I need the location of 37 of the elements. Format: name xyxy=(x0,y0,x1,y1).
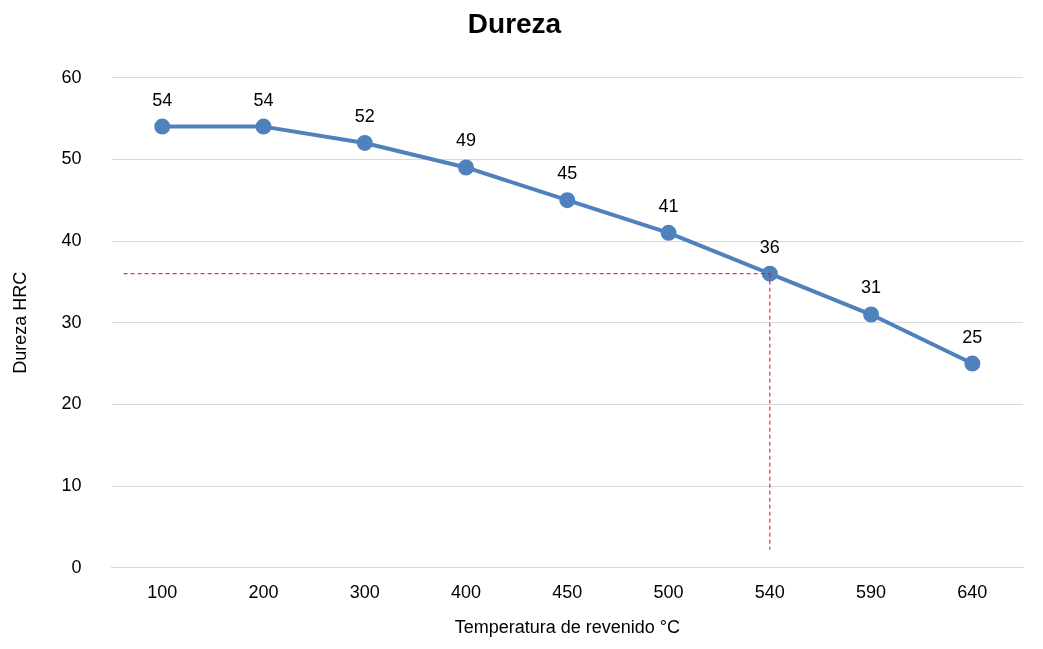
chart-title: Dureza xyxy=(467,7,562,39)
y-tick-label: 0 xyxy=(71,556,82,577)
point xyxy=(863,306,880,323)
point xyxy=(458,159,475,176)
data-label: 25 xyxy=(962,326,983,347)
data-label: 49 xyxy=(456,130,477,151)
point xyxy=(660,224,677,241)
x-tick-label: 300 xyxy=(349,581,380,602)
y-tick-label: 10 xyxy=(61,475,82,496)
y-tick-label: 20 xyxy=(61,393,82,414)
point xyxy=(255,118,272,135)
x-tick-label: 400 xyxy=(451,581,482,602)
y-tick-label: 30 xyxy=(61,311,82,332)
point xyxy=(964,355,981,372)
point xyxy=(761,265,778,282)
point xyxy=(356,134,373,151)
y-axis-title: Dureza HRC xyxy=(9,271,30,374)
data-label: 41 xyxy=(658,195,679,216)
data-label: 54 xyxy=(152,89,173,110)
data-label: 31 xyxy=(861,277,882,298)
y-tick-label: 60 xyxy=(61,66,82,87)
data-label: 36 xyxy=(759,236,780,257)
x-tick-label: 500 xyxy=(653,581,684,602)
y-tick-label: 40 xyxy=(61,229,82,250)
x-tick-label: 450 xyxy=(552,581,583,602)
x-tick-label: 200 xyxy=(248,581,279,602)
x-tick-label: 540 xyxy=(754,581,785,602)
x-axis-title: Temperatura de revenido °C xyxy=(454,617,680,638)
data-label: 52 xyxy=(354,105,375,126)
data-label: 45 xyxy=(557,163,578,184)
x-tick-label: 590 xyxy=(856,581,887,602)
y-tick-label: 50 xyxy=(61,148,82,169)
point xyxy=(154,118,171,135)
x-tick-label: 640 xyxy=(957,581,988,602)
data-label: 54 xyxy=(253,89,274,110)
x-tick-label: 100 xyxy=(147,581,178,602)
point xyxy=(559,192,576,209)
